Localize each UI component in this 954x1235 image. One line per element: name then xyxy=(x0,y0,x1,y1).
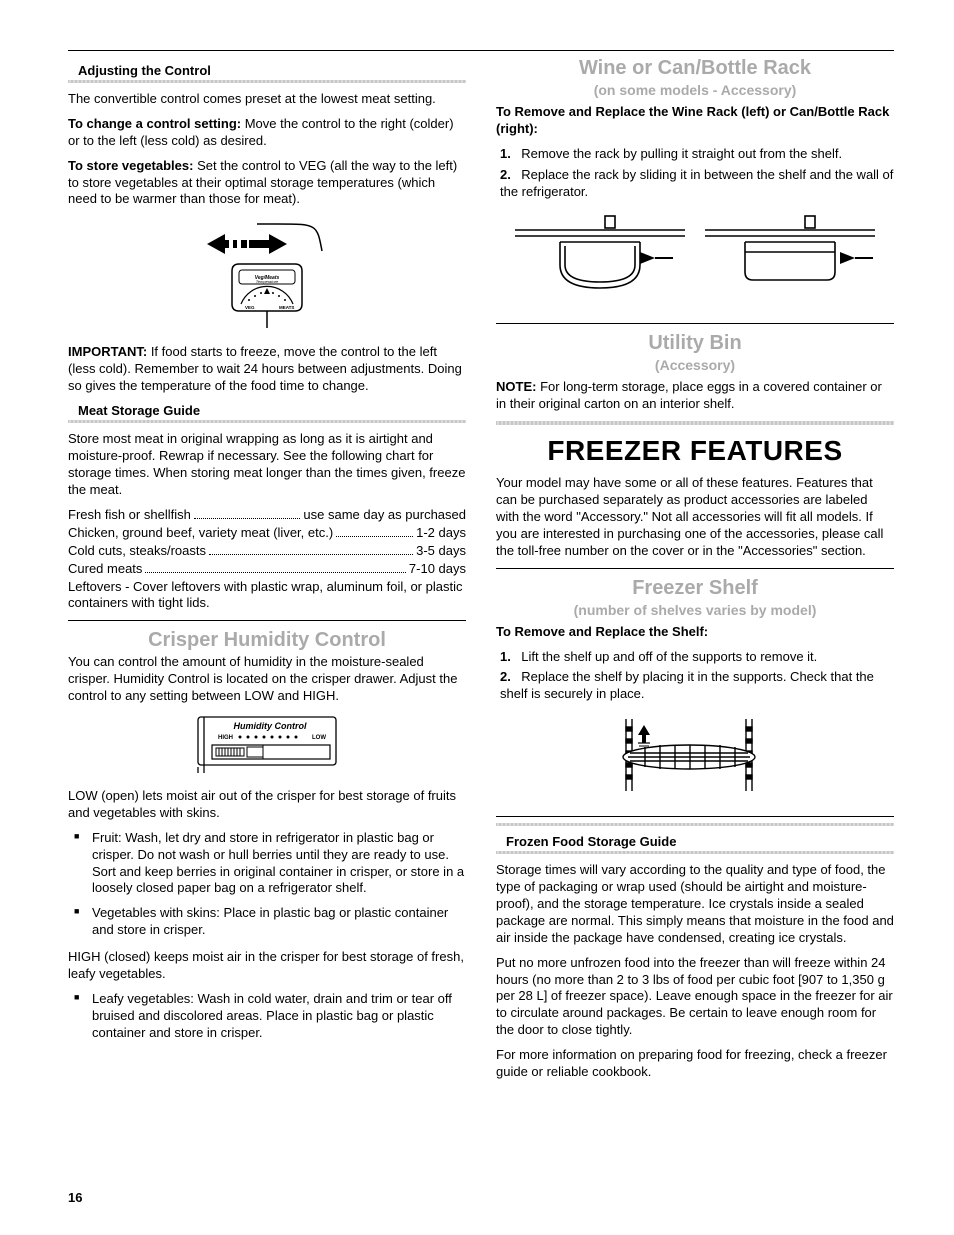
svg-text:HIGH: HIGH xyxy=(218,735,233,741)
utility-note: NOTE: For long-term storage, place eggs … xyxy=(496,379,894,413)
rule xyxy=(68,620,466,621)
rule xyxy=(68,420,466,423)
rule xyxy=(496,421,894,425)
svg-text:MEATS: MEATS xyxy=(279,305,294,310)
left-column: Adjusting the Control The convertible co… xyxy=(68,57,466,1089)
svg-text:Temperature: Temperature xyxy=(256,279,279,284)
frozen-p2: Put no more unfrozen food into the freez… xyxy=(496,955,894,1039)
list-item: 2. Replace the shelf by placing it in th… xyxy=(500,669,894,703)
right-column: Wine or Can/Bottle Rack (on some models … xyxy=(496,57,894,1089)
table-row: Chicken, ground beef, variety meat (live… xyxy=(68,525,466,540)
adjusting-heading: Adjusting the Control xyxy=(78,63,466,78)
bold-lead: NOTE: xyxy=(496,379,536,394)
shelf-steps: 1. Lift the shelf up and off of the supp… xyxy=(496,649,894,704)
rule xyxy=(496,816,894,817)
shelf-heading: To Remove and Replace the Shelf: xyxy=(496,624,894,641)
crisper-title: Crisper Humidity Control xyxy=(68,629,466,652)
rule xyxy=(496,823,894,826)
crisper-high: HIGH (closed) keeps moist air in the cri… xyxy=(68,949,466,983)
svg-text:LOW: LOW xyxy=(312,735,326,741)
table-row: Fresh fish or shellfishuse same day as p… xyxy=(68,507,466,522)
svg-text:VEG: VEG xyxy=(245,305,255,310)
list-item: 1. Lift the shelf up and off of the supp… xyxy=(500,649,894,666)
list-item: Leafy vegetables: Wash in cold water, dr… xyxy=(92,991,466,1042)
crisper-list-2: Leafy vegetables: Wash in cold water, dr… xyxy=(68,991,466,1042)
bold-lead: To change a control setting: xyxy=(68,116,241,131)
bold-heading: To Remove and Replace the Wine Rack (lef… xyxy=(496,104,889,136)
utility-title: Utility Bin xyxy=(496,332,894,355)
humidity-control-diagram: Humidity Control HIGH LOW xyxy=(68,713,466,778)
column-layout: Adjusting the Control The convertible co… xyxy=(68,57,894,1089)
bold-lead: IMPORTANT: xyxy=(68,344,147,359)
rule xyxy=(496,568,894,569)
bold-heading: To Remove and Replace the Shelf: xyxy=(496,624,708,639)
frozen-p3: For more information on preparing food f… xyxy=(496,1047,894,1081)
control-dial-diagram: Veg/Meats Temperature VEG MEATS xyxy=(68,216,466,334)
adjusting-p3: To store vegetables: Set the control to … xyxy=(68,158,466,209)
shelf-sub: (number of shelves varies by model) xyxy=(496,602,894,618)
adjusting-p1: The convertible control comes preset at … xyxy=(68,91,466,108)
crisper-intro: You can control the amount of humidity i… xyxy=(68,654,466,705)
freezer-features-title: FREEZER FEATURES xyxy=(496,435,894,467)
shelf-title: Freezer Shelf xyxy=(496,577,894,600)
freezer-shelf-diagram xyxy=(496,713,894,806)
rule xyxy=(68,80,466,83)
frozen-heading: Frozen Food Storage Guide xyxy=(506,834,894,849)
freezer-features-intro: Your model may have some or all of these… xyxy=(496,475,894,559)
meat-heading: Meat Storage Guide xyxy=(78,403,466,418)
adjusting-p2: To change a control setting: Move the co… xyxy=(68,116,466,150)
frozen-p1: Storage times will vary according to the… xyxy=(496,862,894,946)
page-number: 16 xyxy=(68,1190,82,1205)
rule xyxy=(496,323,894,324)
rule xyxy=(496,851,894,854)
wine-heading: To Remove and Replace the Wine Rack (lef… xyxy=(496,104,894,138)
crisper-low: LOW (open) lets moist air out of the cri… xyxy=(68,788,466,822)
top-rule xyxy=(68,50,894,51)
meat-intro: Store most meat in original wrapping as … xyxy=(68,431,466,499)
meat-leftovers: Leftovers - Cover leftovers with plastic… xyxy=(68,579,466,613)
meat-storage-table: Fresh fish or shellfishuse same day as p… xyxy=(68,507,466,576)
list-item: Fruit: Wash, let dry and store in refrig… xyxy=(92,830,466,898)
svg-text:Humidity Control: Humidity Control xyxy=(234,721,307,731)
wine-title: Wine or Can/Bottle Rack xyxy=(496,57,894,80)
rack-diagram xyxy=(496,210,894,313)
crisper-list-1: Fruit: Wash, let dry and store in refrig… xyxy=(68,830,466,939)
adjusting-important: IMPORTANT: If food starts to freeze, mov… xyxy=(68,344,466,395)
list-item: Vegetables with skins: Place in plastic … xyxy=(92,905,466,939)
manual-page: Adjusting the Control The convertible co… xyxy=(0,0,954,1235)
table-row: Cured meats7-10 days xyxy=(68,561,466,576)
list-item: 1. Remove the rack by pulling it straigh… xyxy=(500,146,894,163)
table-row: Cold cuts, steaks/roasts3-5 days xyxy=(68,543,466,558)
text: For long-term storage, place eggs in a c… xyxy=(496,379,882,411)
list-item: 2. Replace the rack by sliding it in bet… xyxy=(500,167,894,201)
utility-sub: (Accessory) xyxy=(496,357,894,373)
wine-steps: 1. Remove the rack by pulling it straigh… xyxy=(496,146,894,201)
bold-lead: To store vegetables: xyxy=(68,158,193,173)
wine-sub: (on some models - Accessory) xyxy=(496,82,894,98)
